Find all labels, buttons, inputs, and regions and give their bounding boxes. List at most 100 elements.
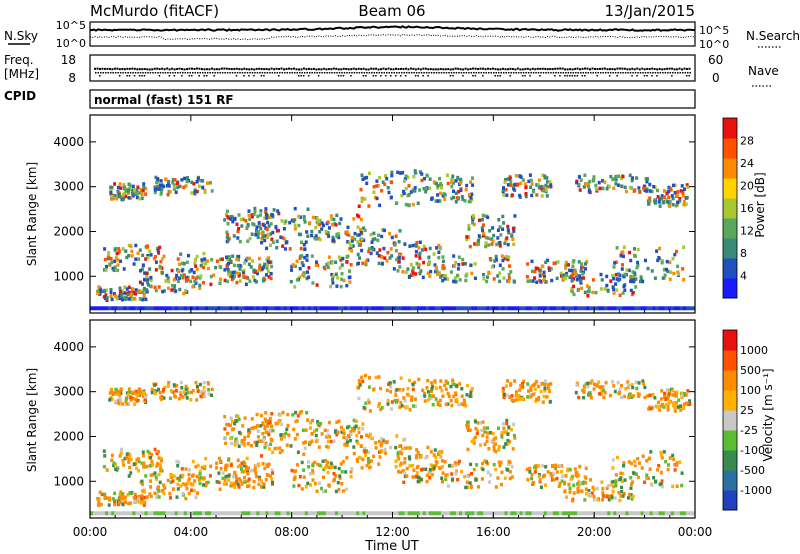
echo-cell	[503, 256, 507, 261]
echo-cell	[508, 460, 512, 465]
echo-cell	[422, 260, 426, 265]
echo-cell	[142, 294, 146, 299]
echo-cell	[116, 466, 120, 470]
echo-cell	[137, 191, 141, 195]
echo-cell	[641, 379, 645, 383]
echo-cell	[527, 389, 530, 393]
nave-dot	[256, 72, 259, 74]
echo-cell	[589, 396, 593, 400]
freq-dot	[186, 68, 189, 71]
echo-cell	[671, 453, 675, 458]
colorbar-tick-label: 4	[740, 270, 747, 283]
echo-cell	[595, 511, 599, 516]
echo-cell	[507, 231, 511, 235]
echo-cell	[210, 387, 214, 392]
echo-cell	[286, 306, 290, 311]
echo-cell	[458, 278, 462, 282]
echo-cell	[423, 177, 426, 181]
echo-cell	[107, 256, 111, 261]
echo-cell	[486, 470, 490, 475]
freq-dot	[596, 75, 598, 77]
echo-cell	[564, 306, 569, 311]
nave-dot	[530, 72, 532, 74]
freq-dot	[526, 67, 529, 70]
echo-cell	[117, 401, 121, 406]
echo-cell	[357, 455, 361, 460]
echo-cell	[274, 511, 278, 516]
nave-dot	[612, 72, 614, 74]
echo-cell	[490, 242, 494, 246]
echo-cell	[510, 398, 514, 402]
echo-cell	[207, 306, 212, 311]
echo-cell	[347, 275, 351, 280]
echo-cell	[257, 221, 261, 225]
echo-cell	[592, 178, 596, 182]
echo-cell	[189, 306, 194, 311]
echo-cell	[495, 242, 499, 247]
echo-cell	[679, 408, 683, 412]
echo-cell	[614, 483, 618, 488]
echo-cell	[229, 416, 233, 420]
freq-dot	[193, 67, 196, 70]
echo-cell	[276, 422, 280, 426]
echo-cell	[303, 247, 307, 251]
nave-dot	[689, 72, 692, 74]
echo-cell	[537, 511, 541, 516]
echo-cell	[509, 270, 513, 274]
echo-cell	[580, 511, 584, 516]
echo-cell	[436, 272, 439, 276]
echo-cell	[408, 464, 412, 468]
echo-cell	[525, 511, 529, 516]
echo-cell	[587, 489, 591, 493]
echo-cell	[353, 511, 357, 516]
echo-cell	[294, 469, 298, 473]
echo-cell	[470, 472, 473, 476]
echo-cell	[162, 491, 166, 496]
echo-cell	[418, 188, 422, 192]
echo-cell	[428, 186, 432, 190]
echo-cell	[307, 460, 311, 464]
echo-cell	[326, 470, 330, 475]
echo-cell	[381, 228, 385, 232]
echo-cell	[595, 187, 598, 191]
freq-dot	[487, 67, 490, 70]
echo-cell	[327, 465, 331, 469]
freq-dot	[462, 75, 464, 77]
echo-cell	[141, 393, 145, 398]
echo-cell	[231, 254, 235, 258]
echo-cell	[202, 476, 206, 480]
echo-cell	[566, 467, 570, 471]
freq-dot	[255, 67, 258, 70]
echo-cell	[465, 272, 469, 276]
echo-cell	[505, 421, 509, 426]
echo-cell	[418, 251, 422, 256]
freq-dot	[482, 75, 484, 77]
echo-cell	[559, 271, 563, 276]
echo-cell	[383, 228, 387, 233]
echo-cell	[235, 257, 239, 262]
nave-dot	[535, 72, 537, 74]
echo-cell	[268, 215, 272, 219]
echo-cell	[449, 511, 454, 516]
echo-cell	[190, 474, 194, 478]
echo-cell	[153, 185, 157, 189]
freq-dot	[671, 67, 674, 70]
echo-cell	[214, 511, 218, 516]
echo-cell	[281, 410, 285, 415]
echo-cell	[540, 264, 544, 268]
echo-cell	[402, 189, 405, 194]
echo-cell	[534, 399, 538, 403]
echo-cell	[491, 239, 495, 243]
echo-cell	[365, 449, 368, 453]
nave-dot	[674, 72, 677, 74]
echo-cell	[570, 499, 574, 503]
echo-cell	[229, 436, 233, 441]
echo-cell	[257, 429, 260, 433]
echo-cell	[670, 511, 674, 516]
echo-cell	[548, 389, 552, 393]
echo-cell	[635, 386, 639, 391]
echo-cell	[360, 375, 364, 380]
echo-cell	[398, 229, 402, 233]
colorbar-tick-label: -1000	[740, 484, 772, 497]
echo-cell	[198, 469, 202, 474]
